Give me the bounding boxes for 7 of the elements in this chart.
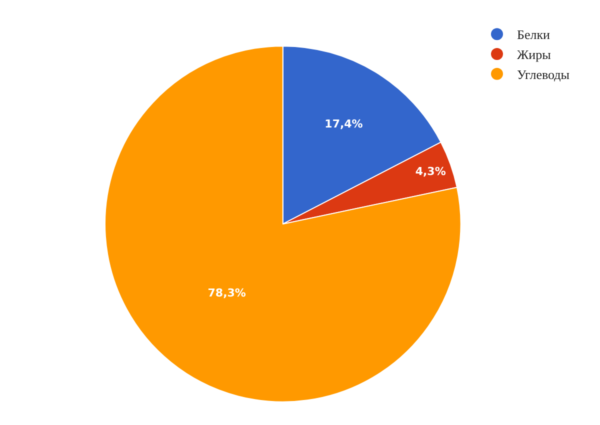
- legend-label: Углеводы: [517, 66, 570, 82]
- data-label: 4,3%: [415, 164, 446, 178]
- data-label: 17,4%: [324, 117, 363, 130]
- legend-label: Белки: [517, 27, 550, 42]
- data-label: 78,3%: [208, 286, 246, 300]
- legend-label: Жиры: [517, 47, 552, 62]
- pie-slice: [104, 46, 462, 402]
